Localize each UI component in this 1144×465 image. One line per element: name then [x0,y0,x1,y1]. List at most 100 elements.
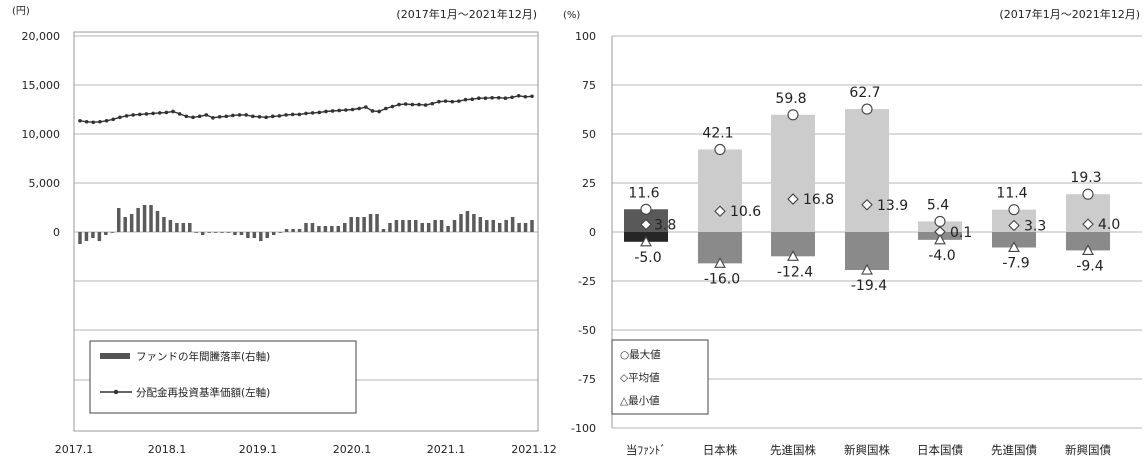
nav-point [111,117,116,122]
nav-point [344,108,348,112]
avg-value-label: 10.6 [730,204,761,220]
right-y-tick: -100 [571,422,596,435]
fund-return-bar [97,232,102,241]
fund-return-bar [142,205,147,232]
max-bar [771,114,815,232]
fund-return-bar [188,223,192,232]
right-chart: (%) (2017年1月～2021年12月) 100 75 50 25 0 -25 -50 -… [563,7,1142,457]
fund-return-bar [310,223,315,232]
fund-return-bar [394,220,399,232]
nav-point [330,109,335,113]
nav-point [463,97,468,102]
fund-return-bar [136,208,140,232]
nav-point [383,106,388,111]
max-value-label: 11.6 [628,185,659,201]
nav-point [138,112,142,117]
fund-return-bar [497,223,502,232]
nav-point [197,114,202,119]
max-marker [714,143,726,156]
fund-return-bar [291,229,295,232]
fund-return-bar [149,205,153,232]
nav-point [91,120,96,125]
nav-point [78,118,82,123]
avg-value-label: 3.3 [1024,219,1046,235]
fund-return-bar [116,208,121,232]
right-legend-box [611,339,709,415]
legend-bar-swatch [100,353,130,359]
left-y-tick: 15,000 [22,79,61,92]
min-value-label: -12.4 [777,264,813,280]
right-y-tick-labels: 100 75 50 25 0 -25 -50 -75 -100 [571,30,596,435]
fund-return-bar [452,220,457,232]
nav-point [357,106,361,111]
min-bar [1066,232,1110,251]
max-value-label: 5.4 [927,197,949,213]
nav-point [251,114,255,119]
nav-point [364,105,368,109]
nav-point [157,111,162,115]
nav-point [297,112,302,117]
left-legend-box [89,340,357,414]
fund-return-bar [252,232,257,238]
fund-return-bar [239,232,244,235]
nav-point [516,93,521,98]
nav-point [217,115,222,119]
nav-point [290,112,295,117]
fund-return-bar [181,223,186,232]
right-range-bars [624,109,1110,271]
fund-return-bar [426,223,431,232]
min-marker [861,263,873,275]
avg-marker [1008,219,1020,232]
min-marker [934,233,946,245]
nav-point [284,113,288,117]
right-y-tick: 0 [589,226,596,239]
fund-return-bar [168,220,173,232]
left-legend: ファンドの年間騰落率(右軸) 分配金再投資基準価額(左軸) [89,340,357,414]
min-bar [992,232,1036,248]
nav-point [277,114,282,118]
nav-point [211,116,215,120]
left-y-tick: 20,000 [22,30,61,43]
avg-value-label: 16.8 [803,192,834,208]
nav-point [184,114,189,119]
fund-return-bar [420,223,424,232]
nav-point [443,99,448,103]
right-y-tick: 100 [575,30,596,43]
right-y-tick: 75 [582,79,596,92]
right-unit-label: (%) [563,10,580,21]
right-period-label: (2017年1月～2021年12月) [999,7,1140,21]
left-y-tick-labels: 20,000 15,000 10,000 5,000 0 [22,30,61,239]
min-marker [714,257,726,268]
nav-point [84,119,89,124]
nav-point [496,95,501,100]
nav-point [118,115,122,120]
max-value-label: 62.7 [849,85,880,101]
nav-point [204,113,209,117]
right-category-labels: 当ﾌｧﾝﾄﾞ 日本株 先進国株 新興国株 日本国債 先進国債 新興国債 [626,443,1112,457]
fund-return-bar [84,232,89,241]
legend-min-label: △最小値 [620,394,660,407]
max-bar [845,109,889,232]
right-y-tick: -25 [578,275,596,288]
nav-point [390,104,395,109]
nav-point [530,94,534,99]
min-bar [845,232,889,271]
nav-point [191,115,195,120]
min-value-label: -19.4 [851,278,887,294]
fund-return-bar [220,232,224,233]
category-label: 日本株 [703,443,738,457]
nav-point [417,102,421,107]
left-period-label: (2017年1月～2021年12月) [396,7,537,21]
nav-point [370,109,375,113]
min-value-label: -16.0 [704,271,740,287]
fund-return-bar [175,223,179,232]
fund-return-bar [200,232,205,235]
legend-max-label: ○最大値 [620,348,661,361]
min-marker [1082,244,1094,255]
fund-return-bar [388,223,392,232]
fund-return-bar [472,214,476,232]
fund-return-bar [304,223,308,232]
fund-return-bar [504,220,508,232]
left-y-tick: 0 [53,226,60,239]
max-marker [934,215,946,227]
